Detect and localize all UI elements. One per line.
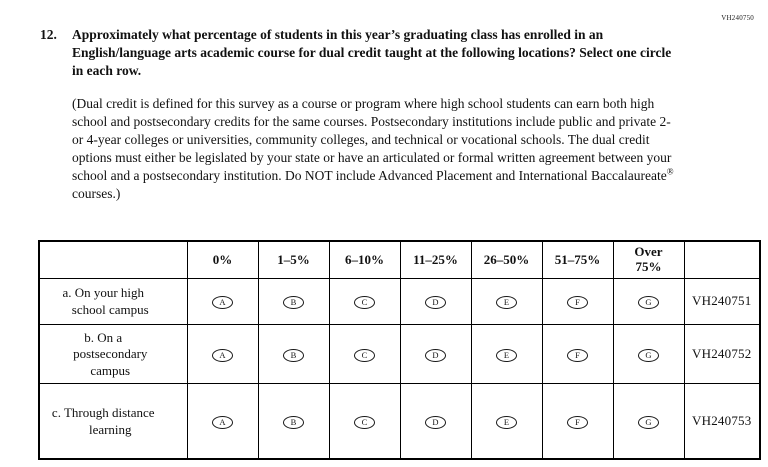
definition-text-1: (Dual credit is defined for this survey … xyxy=(72,95,672,183)
option-circle-d[interactable]: D xyxy=(425,295,446,309)
option-circle-g[interactable]: G xyxy=(638,415,659,429)
option-cell: E xyxy=(470,323,543,385)
question-number: 12. xyxy=(40,27,57,42)
option-circle-a[interactable]: A xyxy=(212,415,233,429)
option-circle-b[interactable]: B xyxy=(283,348,304,362)
column-header-26-50pct: 26–50% xyxy=(470,240,543,279)
column-header-6-10pct: 6–10% xyxy=(328,240,401,279)
option-cell: C xyxy=(328,277,401,325)
option-cell: F xyxy=(541,277,614,325)
option-cell: A xyxy=(186,383,259,460)
option-circle-c[interactable]: C xyxy=(354,415,375,429)
option-circle-d[interactable]: D xyxy=(425,415,446,429)
column-header-0pct: 0% xyxy=(186,240,259,279)
option-circle-f[interactable]: F xyxy=(567,295,588,309)
option-cell: B xyxy=(257,277,330,325)
option-circle-g[interactable]: G xyxy=(638,295,659,309)
row-label-a: a. On your high school campus xyxy=(38,277,188,325)
option-circle-f[interactable]: F xyxy=(567,415,588,429)
row-label-b: b. On a postsecondary campus xyxy=(38,323,188,385)
option-cell: D xyxy=(399,277,472,325)
question-stem: Approximately what percentage of student… xyxy=(72,26,678,80)
stem-text-2: circle in each row. xyxy=(72,44,672,78)
option-cell: C xyxy=(328,323,401,385)
header-row: 0% 1–5% 6–10% 11–25% 26–50% 51–75% Over … xyxy=(38,240,761,279)
table-row-a: a. On your high school campus A B C D E … xyxy=(38,277,761,325)
column-header-11-25pct: 11–25% xyxy=(399,240,472,279)
question-body: Approximately what percentage of student… xyxy=(72,26,678,203)
definition-paragraph: (Dual credit is defined for this survey … xyxy=(72,95,678,203)
option-cell: D xyxy=(399,323,472,385)
option-cell: D xyxy=(399,383,472,460)
option-circle-g[interactable]: G xyxy=(638,348,659,362)
column-header-51-75pct: 51–75% xyxy=(541,240,614,279)
corner-cell xyxy=(683,240,761,279)
option-cell: F xyxy=(541,383,614,460)
row-label-c: c. Through distance learning xyxy=(38,383,188,460)
option-cell: E xyxy=(470,277,543,325)
option-circle-e[interactable]: E xyxy=(496,295,517,309)
option-cell: A xyxy=(186,277,259,325)
option-circle-c[interactable]: C xyxy=(354,348,375,362)
option-cell: G xyxy=(612,383,685,460)
option-circle-c[interactable]: C xyxy=(354,295,375,309)
option-circle-a[interactable]: A xyxy=(212,348,233,362)
stem-text-1: Approximately what percentage of student… xyxy=(72,27,617,60)
registered-mark: ® xyxy=(666,166,674,177)
option-circle-e[interactable]: E xyxy=(496,415,517,429)
option-cell: A xyxy=(186,323,259,385)
response-grid: 0% 1–5% 6–10% 11–25% 26–50% 51–75% Over … xyxy=(38,240,761,460)
column-header-1-5pct: 1–5% xyxy=(257,240,330,279)
option-circle-e[interactable]: E xyxy=(496,348,517,362)
option-cell: G xyxy=(612,277,685,325)
option-circle-b[interactable]: B xyxy=(283,295,304,309)
question-12: 12. Approximately what percentage of stu… xyxy=(40,26,678,203)
column-header-over-75pct: Over 75% xyxy=(612,240,685,279)
option-circle-f[interactable]: F xyxy=(567,348,588,362)
option-cell: B xyxy=(257,383,330,460)
row-code-b: VH240752 xyxy=(683,323,761,385)
option-cell: F xyxy=(541,323,614,385)
form-code: VH240750 xyxy=(721,14,754,22)
option-cell: E xyxy=(470,383,543,460)
table-row-b: b. On a postsecondary campus A B C D E F… xyxy=(38,323,761,385)
row-code-c: VH240753 xyxy=(683,383,761,460)
stem-bold-word: one xyxy=(616,44,637,60)
option-cell: C xyxy=(328,383,401,460)
table-row-c: c. Through distance learning A B C D E F… xyxy=(38,383,761,460)
option-cell: G xyxy=(612,323,685,385)
corner-cell xyxy=(38,240,188,279)
option-circle-a[interactable]: A xyxy=(212,295,233,309)
row-code-a: VH240751 xyxy=(683,277,761,325)
definition-text-2: courses.) xyxy=(72,185,121,201)
option-cell: B xyxy=(257,323,330,385)
option-circle-b[interactable]: B xyxy=(283,415,304,429)
option-circle-d[interactable]: D xyxy=(425,348,446,362)
